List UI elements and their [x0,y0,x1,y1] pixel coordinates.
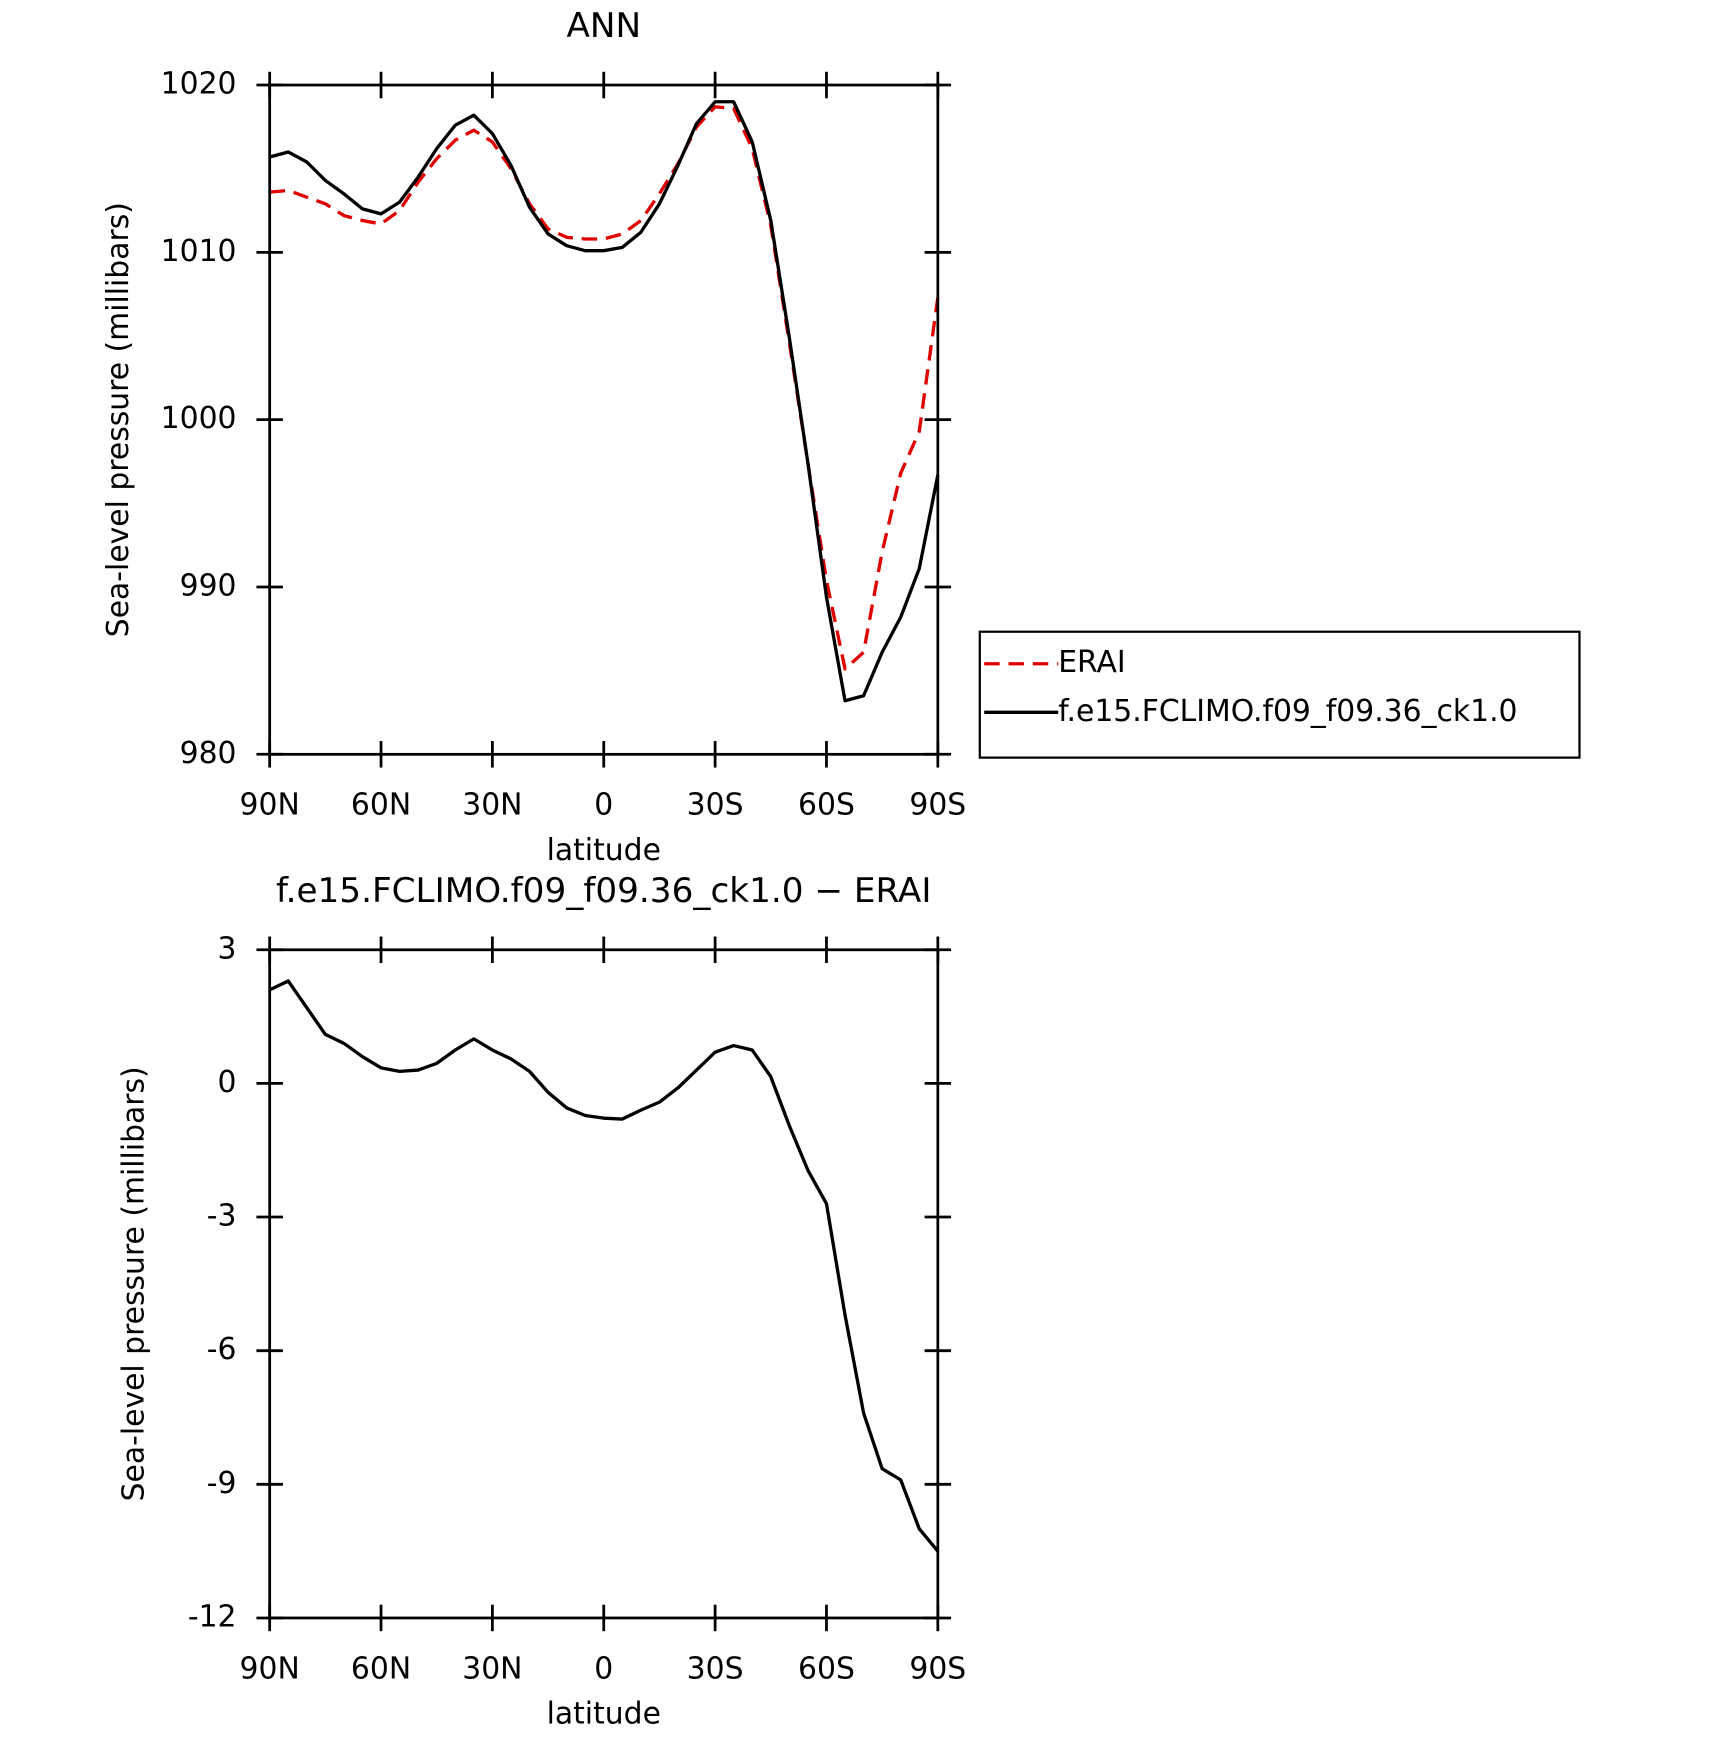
x-tick-label: 60S [798,788,855,823]
y-tick-label: 1000 [161,401,237,436]
x-tick-label: 90S [909,1651,966,1686]
y-tick-label: 990 [180,568,237,603]
line-series [269,100,940,703]
y-tick-label: -9 [207,1466,237,1501]
x-tick-label: 60N [351,788,411,823]
y-tick-label: -6 [207,1332,237,1367]
x-tick-label: 0 [594,788,613,823]
y-axis-label: Sea-level pressure (millibars) [116,1066,151,1501]
x-tick-label: 30N [462,788,522,823]
x-tick-label: 0 [594,1651,613,1686]
chart-title: f.e15.FCLIMO.f09_f09.36_ck1.0 − ERAI [276,871,931,911]
y-tick-label: -3 [207,1199,237,1234]
x-tick-label: 90N [240,788,300,823]
x-tick-label: 30S [687,1651,744,1686]
y-tick-label: 3 [218,931,237,966]
x-tick-label: 90N [240,1651,300,1686]
x-tick-label: 90S [909,788,966,823]
y-tick-label: 0 [218,1065,237,1100]
line-series [268,979,940,1553]
y-tick-label: 1020 [161,67,237,102]
chart-title: ANN [566,6,641,46]
y-tick-label: -12 [188,1599,237,1634]
plot-frame [268,948,940,1620]
x-axis-label: latitude [547,1697,661,1732]
x-axis-label: latitude [547,833,661,868]
legend-label: f.e15.FCLIMO.f09_f09.36_ck1.0 [1058,694,1517,729]
y-tick-label: 980 [180,736,237,771]
plot-frame [268,83,940,756]
legend-box [978,630,1581,759]
x-tick-label: 60S [798,1651,855,1686]
y-axis-label: Sea-level pressure (millibars) [101,202,136,637]
x-tick-label: 30S [687,788,744,823]
line-series [269,105,940,671]
x-tick-label: 30N [462,1651,522,1686]
x-tick-label: 60N [351,1651,411,1686]
y-tick-label: 1010 [161,234,237,269]
legend-label: ERAI [1058,645,1126,680]
